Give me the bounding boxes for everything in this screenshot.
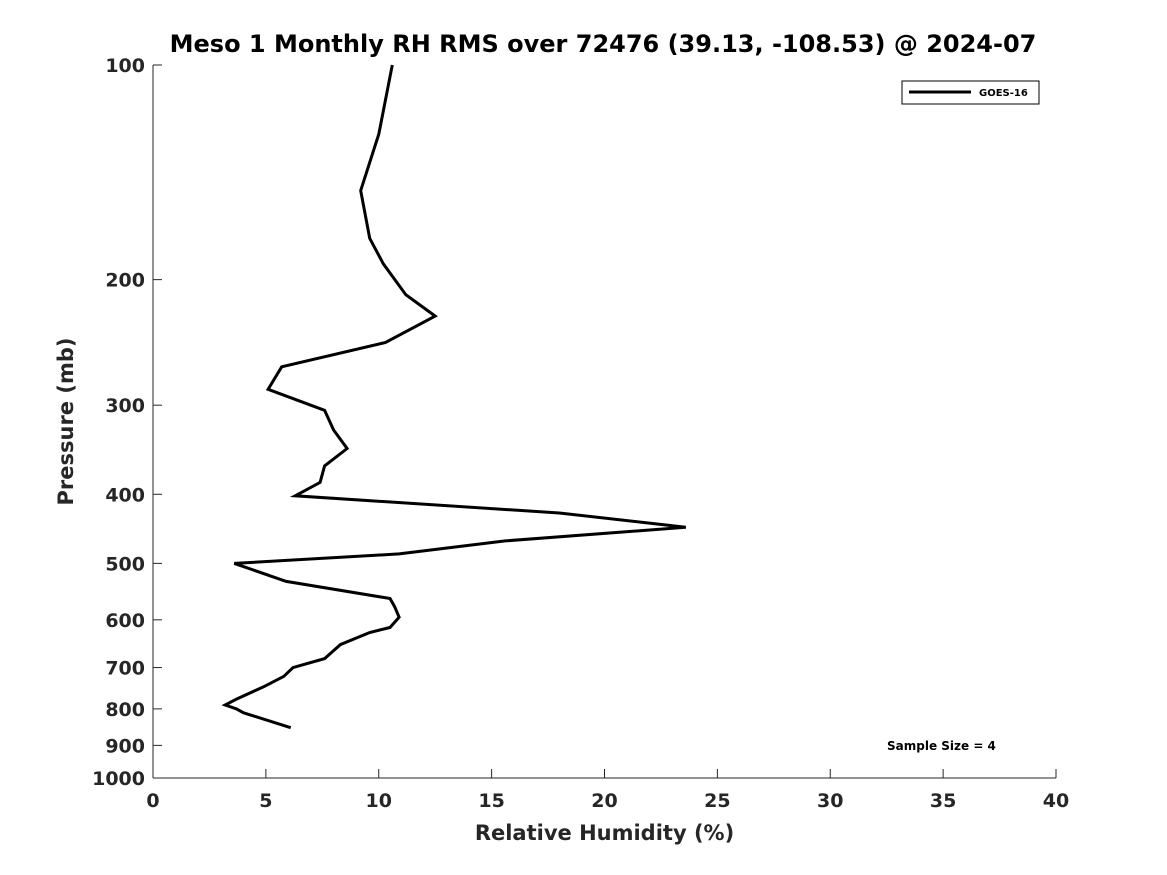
x-tick-label: 20 [591,790,617,812]
legend-label-goes-16: GOES-16 [979,88,1028,99]
y-tick-label: 600 [105,610,145,632]
x-tick-label: 15 [478,790,504,812]
x-axis-label: Relative Humidity (%) [475,821,734,845]
chart-title: Meso 1 Monthly RH RMS over 72476 (39.13,… [170,30,1037,58]
y-tick-label: 500 [105,553,145,575]
y-axis-label: Pressure (mb) [54,338,78,506]
sample-size-annotation: Sample Size = 4 [887,739,996,753]
y-tick-label: 900 [105,735,145,757]
series-line-goes-16 [221,64,686,730]
y-tick-label: 1000 [92,768,145,790]
x-tick-label: 40 [1043,790,1069,812]
plot-area [153,65,1056,778]
y-tick-label: 100 [105,55,145,77]
y-tick-label: 700 [105,658,145,680]
y-tick-label: 800 [105,699,145,721]
x-tick-label: 5 [259,790,272,812]
x-tick-label: 35 [930,790,956,812]
series-layer [221,64,686,730]
y-tick-label: 400 [105,484,145,506]
x-axis: 0 5 10 15 20 25 30 35 40 [146,769,1069,812]
y-tick-label: 200 [105,270,145,292]
x-tick-label: 0 [146,790,159,812]
x-tick-label: 10 [366,790,392,812]
x-tick-label: 25 [704,790,730,812]
legend: GOES-16 [901,80,1040,105]
y-axis: 100 200 300 400 500 600 700 800 900 1000 [92,55,162,790]
x-tick-label: 30 [817,790,843,812]
y-tick-label: 300 [105,395,145,417]
